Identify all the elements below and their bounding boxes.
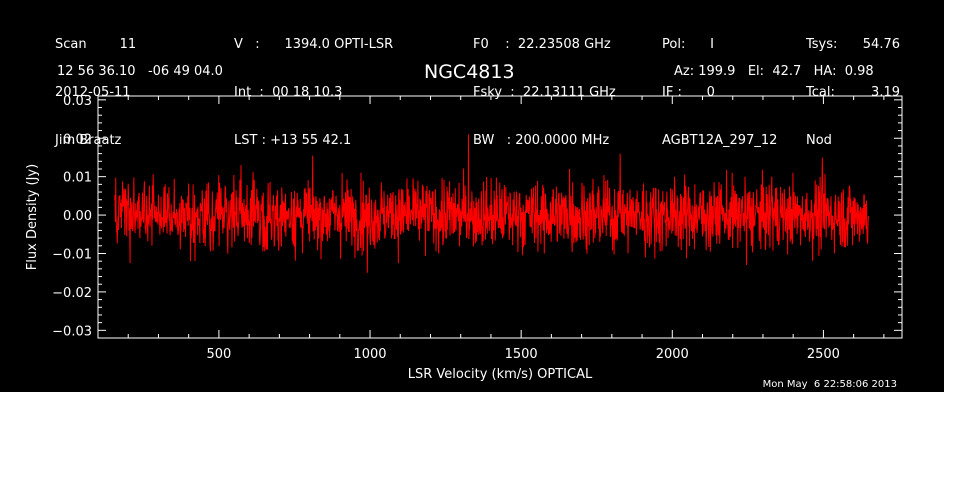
source-coordinates: 12 56 36.10 -06 49 04.0 bbox=[57, 64, 223, 79]
bandwidth: BW : 200.0000 MHz bbox=[473, 133, 610, 148]
y-axis-label: Flux Density (Jy) bbox=[25, 164, 40, 270]
plot-frame bbox=[97, 95, 903, 339]
source-title: NGC4813 bbox=[424, 61, 515, 83]
series-layer bbox=[114, 134, 870, 273]
velocity-value: V : 1394.0 OPTI-LSR bbox=[234, 37, 394, 52]
rest-frequency: F0 : 22.23508 GHz bbox=[473, 37, 611, 52]
y-tick-label: 0.02 bbox=[63, 132, 92, 147]
lst-value: LST : +13 55 42.1 bbox=[234, 133, 352, 148]
timestamp: Mon May 6 22:58:06 2013 bbox=[762, 379, 897, 390]
plot-panel: Scan 11 2012-05-11 Jim Braatz V : 1394.0… bbox=[0, 0, 944, 392]
x-tick-label: 1000 bbox=[353, 347, 386, 362]
system-labels: Tsys: Tcal: Nod bbox=[806, 5, 837, 181]
spectrum-line bbox=[114, 134, 870, 273]
observer-name: Jim Braatz bbox=[55, 133, 122, 148]
axes-layer: 500 1000 1500 2000 2500 −0.03 −0.02 −0.01 0.00 0.… bbox=[25, 94, 902, 382]
spectrum-chart: 500 1000 1500 2000 2500 −0.03 −0.02 −0.01 0.00 0.… bbox=[25, 94, 903, 382]
y-tick-label: 0.01 bbox=[63, 171, 92, 186]
y-tick-label: −0.02 bbox=[52, 286, 92, 301]
y-tick-label: −0.01 bbox=[52, 247, 92, 262]
pointing-info: Az: 199.9 El: 42.7 HA: 0.98 bbox=[674, 64, 874, 79]
polarization: Pol: I bbox=[662, 37, 714, 52]
scan-number: Scan 11 bbox=[55, 37, 137, 52]
x-tick-label: 500 bbox=[206, 347, 231, 362]
project-id: AGBT12A_297_12 bbox=[662, 133, 778, 148]
mode-label: Nod bbox=[806, 133, 832, 148]
if-number: IF : 0 bbox=[662, 85, 715, 100]
scan-info: Scan 11 2012-05-11 Jim Braatz bbox=[55, 5, 136, 181]
y-tick-label: −0.03 bbox=[52, 324, 92, 339]
x-tick-label: 2000 bbox=[656, 347, 689, 362]
tsys-value: 54.76 bbox=[862, 37, 900, 52]
y-tick-label: 0.03 bbox=[63, 94, 92, 109]
tsys-label: Tsys: bbox=[806, 37, 838, 52]
polarization-info: Pol: I IF : 0 AGBT12A_297_12 bbox=[662, 5, 777, 181]
x-tick-label: 1500 bbox=[505, 347, 538, 362]
y-tick-label: 0.00 bbox=[63, 209, 92, 224]
x-tick-label: 2500 bbox=[807, 347, 840, 362]
x-axis-label: LSR Velocity (km/s) OPTICAL bbox=[408, 367, 593, 382]
